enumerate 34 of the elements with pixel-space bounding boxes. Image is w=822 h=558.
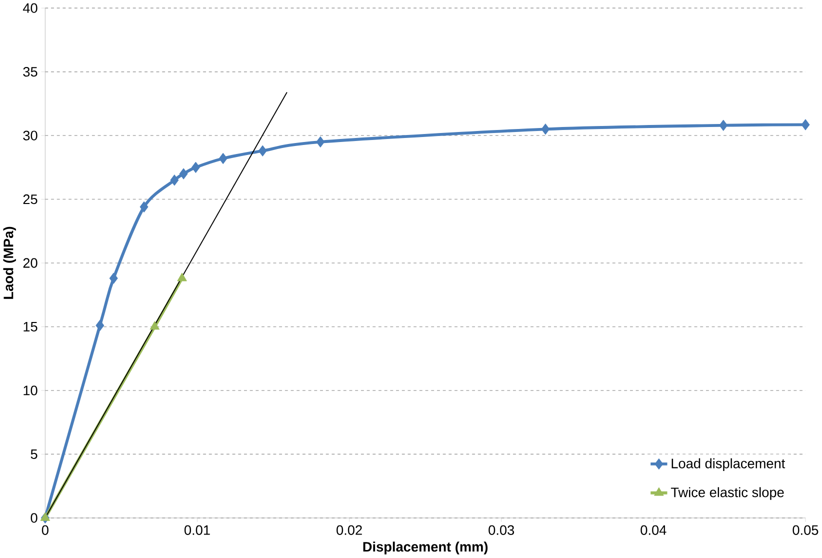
y-axis-title: Laod (MPa)	[3, 227, 16, 300]
point	[109, 272, 118, 284]
y-tick-label: 10	[24, 386, 38, 396]
point	[96, 320, 104, 332]
y-tick-label: 0	[30, 513, 38, 523]
legend-label: Twice elastic slope	[670, 487, 784, 500]
x-axis-title: Displacement (mm)	[363, 542, 488, 555]
point	[258, 145, 267, 157]
point	[191, 162, 200, 174]
point	[150, 321, 160, 330]
point	[40, 512, 50, 522]
y-tick-label: 5	[30, 450, 38, 460]
y-tick-label: 25	[23, 194, 38, 204]
x-tick-label: 0	[42, 525, 48, 536]
x-tick-label: 0.03	[488, 525, 514, 536]
y-tick-label: 40	[22, 3, 38, 14]
x-tick-label: 0.02	[336, 525, 362, 536]
y-tick-label: 30	[23, 130, 38, 141]
y-tick-label: 20	[23, 258, 38, 268]
y-tick-label: 15	[24, 322, 38, 332]
legend-label: Load displacement	[672, 458, 786, 472]
point	[541, 124, 550, 135]
point	[170, 174, 179, 186]
point	[801, 119, 810, 131]
point	[719, 120, 728, 132]
point	[316, 136, 325, 148]
x-tick-label: 0.05	[792, 525, 818, 536]
x-tick-label: 0.04	[640, 525, 666, 536]
point	[218, 153, 228, 164]
point	[140, 202, 148, 213]
point	[177, 272, 187, 282]
x-tick-label: 0.01	[184, 525, 210, 536]
point	[179, 168, 188, 180]
y-tick-label: 35	[23, 67, 38, 77]
